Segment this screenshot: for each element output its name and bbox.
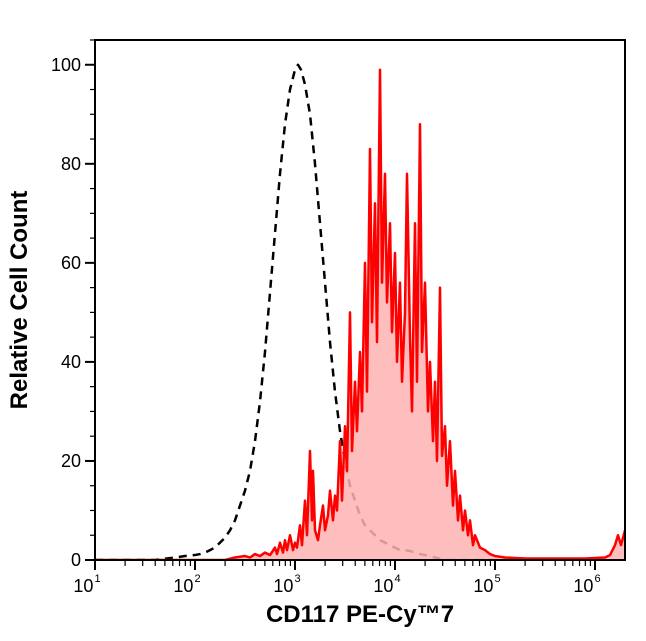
y-tick-label: 0 — [71, 550, 81, 570]
y-tick-label: 40 — [61, 352, 81, 372]
chart-svg: 101102103104105106020406080100CD117 PE-C… — [0, 0, 646, 641]
y-axis-label: Relative Cell Count — [6, 191, 33, 410]
x-axis-label: CD117 PE-Cy™7 — [266, 601, 454, 628]
y-tick-label: 20 — [61, 451, 81, 471]
y-tick-label: 60 — [61, 253, 81, 273]
y-tick-label: 100 — [51, 55, 81, 75]
flow-cytometry-histogram: 101102103104105106020406080100CD117 PE-C… — [0, 0, 646, 641]
y-tick-label: 80 — [61, 154, 81, 174]
